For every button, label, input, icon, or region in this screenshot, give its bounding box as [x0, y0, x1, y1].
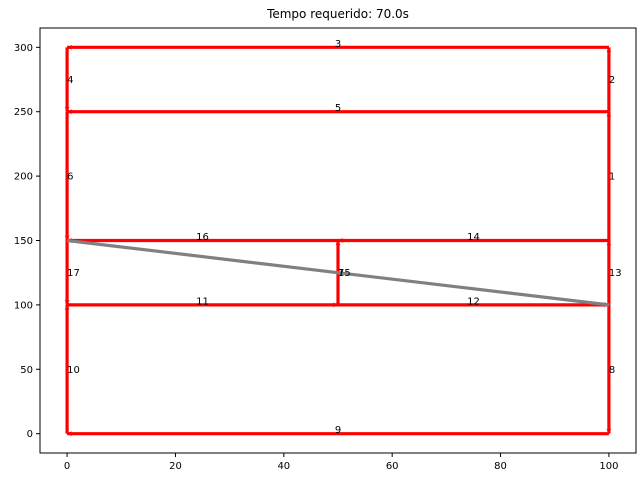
- segment-label-2: 2: [609, 75, 615, 86]
- y-tick-label: 300: [14, 43, 33, 54]
- segment-label-15: 15: [338, 268, 351, 279]
- segment-label-16: 16: [196, 232, 209, 243]
- segment-label-5: 5: [335, 103, 341, 114]
- segment-label-3: 3: [335, 39, 341, 50]
- y-tick-label: 150: [14, 236, 33, 247]
- plot-frame: [39, 27, 637, 454]
- y-tick-label: 0: [27, 429, 33, 440]
- segment-7: [66, 238, 610, 307]
- segment-label-7: 7: [338, 268, 344, 279]
- segment-label-10: 10: [67, 365, 80, 376]
- y-tick-label: 100: [14, 300, 33, 311]
- x-tick-label: 20: [169, 461, 182, 472]
- y-tick-label: 50: [20, 365, 33, 376]
- segments: [64, 44, 612, 437]
- segment-label-14: 14: [467, 232, 480, 243]
- x-tick-label: 80: [494, 461, 507, 472]
- segment-label-6: 6: [67, 172, 73, 183]
- x-tick-label: 0: [64, 461, 70, 472]
- segment-label-12: 12: [467, 296, 480, 307]
- axes: 0 20 40 60 80 100 0 50 100 150 200 250 300: [14, 43, 619, 472]
- y-tick-label: 250: [14, 107, 33, 118]
- x-tick-label: 100: [599, 461, 618, 472]
- x-tick-label: 40: [277, 461, 290, 472]
- segment-label-9: 9: [335, 425, 341, 436]
- segment-label-1: 1: [609, 172, 615, 183]
- segment-label-4: 4: [67, 75, 73, 86]
- segment-label-17: 17: [67, 268, 80, 279]
- x-tick-label: 60: [386, 461, 399, 472]
- y-tick-label: 200: [14, 172, 33, 183]
- segment-label-13: 13: [609, 268, 622, 279]
- segment-label-8: 8: [609, 365, 615, 376]
- segment-label-11: 11: [196, 296, 209, 307]
- chart-title: Tempo requerido: 70.0s: [266, 7, 409, 21]
